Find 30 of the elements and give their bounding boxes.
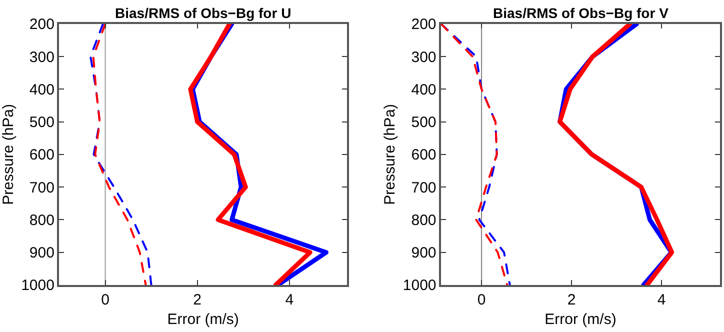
y-tick-label: 900 bbox=[411, 244, 436, 262]
x-tick-label: 0 bbox=[477, 292, 486, 309]
y-axis-title: Pressure (hPa) bbox=[0, 104, 17, 205]
x-tick-label: 4 bbox=[657, 292, 666, 309]
y-axis-title: Pressure (hPa) bbox=[382, 104, 399, 205]
y-tick-label: 700 bbox=[411, 179, 436, 196]
y-tick-label: 900 bbox=[29, 244, 54, 262]
x-axis-title: Error (m/s) bbox=[167, 311, 239, 328]
y-tick-label: 400 bbox=[29, 81, 54, 98]
y-tick-label: 700 bbox=[29, 179, 54, 196]
y-tick-label: 400 bbox=[411, 81, 436, 98]
y-tick-label: 500 bbox=[29, 114, 54, 132]
chart-title: Bias/RMS of Obs−Bg for V bbox=[493, 5, 670, 21]
y-tick-label: 800 bbox=[29, 212, 54, 229]
x-axis-title: Error (m/s) bbox=[544, 311, 616, 328]
chart-title: Bias/RMS of Obs−Bg for U bbox=[115, 5, 292, 21]
x-tick-label: 2 bbox=[567, 292, 576, 309]
y-tick-label: 300 bbox=[411, 48, 436, 66]
x-tick-label: 4 bbox=[285, 292, 294, 309]
y-tick-label: 1000 bbox=[21, 277, 54, 294]
y-tick-label: 600 bbox=[29, 146, 54, 164]
y-tick-label: 200 bbox=[29, 16, 54, 34]
y-tick-label: 500 bbox=[411, 114, 436, 132]
y-tick-label: 800 bbox=[411, 212, 436, 229]
y-tick-label: 200 bbox=[411, 16, 436, 34]
x-tick-label: 0 bbox=[101, 292, 110, 309]
x-tick-label: 2 bbox=[193, 292, 202, 309]
y-tick-label: 300 bbox=[29, 48, 54, 66]
y-tick-label: 1000 bbox=[402, 277, 436, 294]
y-tick-label: 600 bbox=[411, 146, 436, 164]
